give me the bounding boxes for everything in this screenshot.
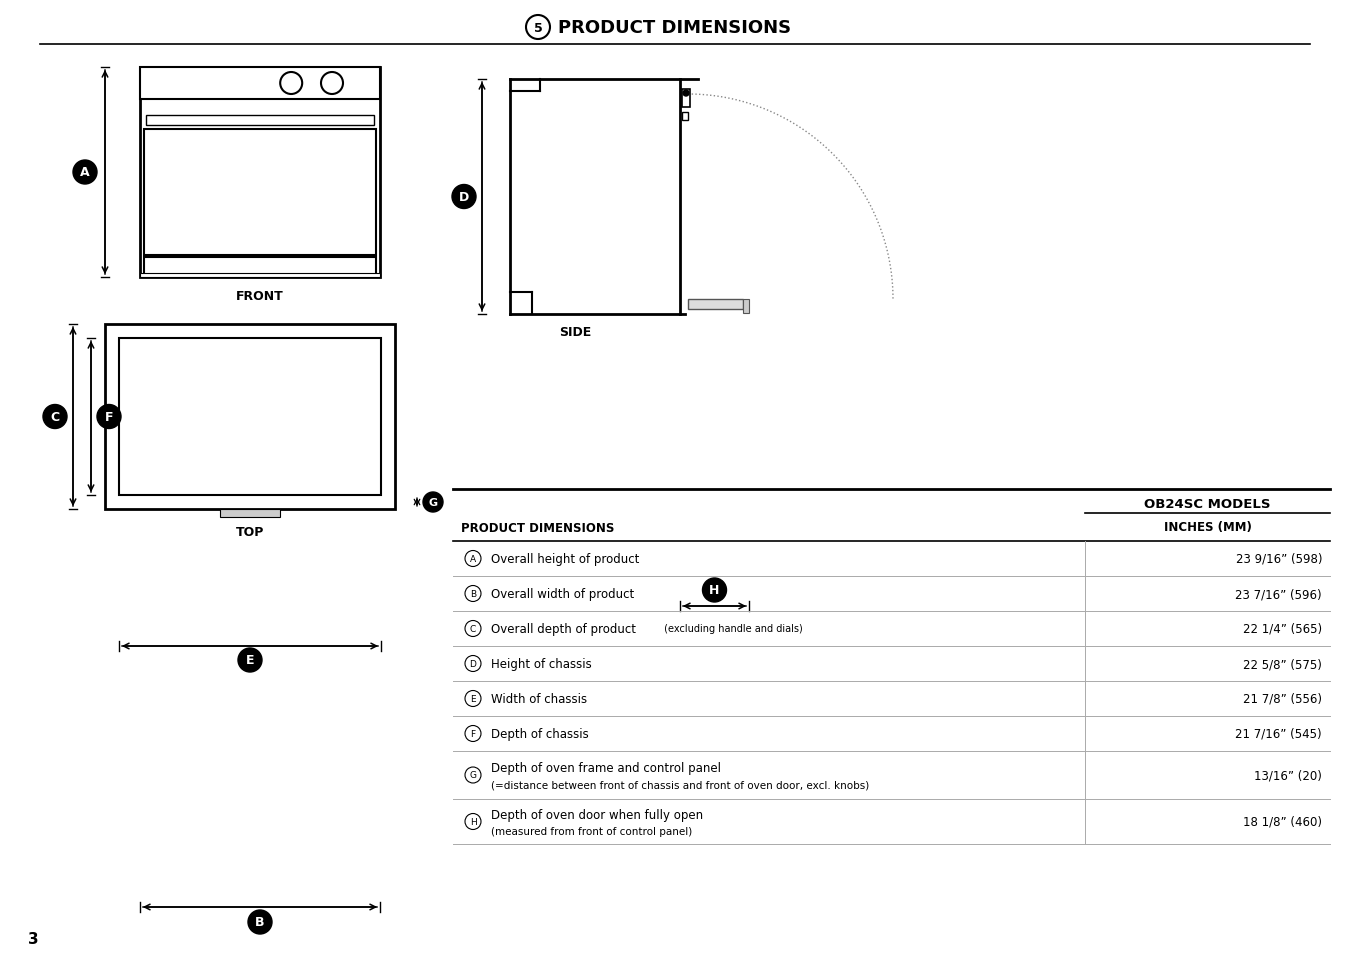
Text: 21 7/16” (545): 21 7/16” (545) (1235, 727, 1322, 740)
Text: A: A (470, 555, 477, 563)
Text: 3: 3 (28, 931, 39, 946)
Bar (146, 116, 374, 126)
Text: TOP: TOP (236, 525, 265, 537)
Bar (688, 299, 742, 310)
Circle shape (423, 493, 443, 513)
Bar (140, 68, 379, 277)
Text: C: C (50, 411, 59, 423)
Text: 22 5/8” (575): 22 5/8” (575) (1243, 658, 1322, 670)
Text: Depth of oven frame and control panel: Depth of oven frame and control panel (491, 761, 721, 775)
Text: G: G (470, 771, 477, 780)
Text: D: D (459, 191, 470, 204)
Text: Overall depth of product: Overall depth of product (491, 622, 636, 636)
Text: Overall height of product: Overall height of product (491, 553, 640, 565)
Text: Width of chassis: Width of chassis (491, 692, 587, 705)
Bar (220, 510, 279, 517)
Text: Depth of oven door when fully open: Depth of oven door when fully open (491, 808, 703, 821)
Text: E: E (470, 695, 475, 703)
Text: E: E (246, 654, 254, 667)
Text: 18 1/8” (460): 18 1/8” (460) (1243, 815, 1322, 828)
Bar (144, 257, 377, 275)
Bar (144, 130, 377, 255)
Text: B: B (470, 589, 477, 598)
Bar (105, 325, 396, 510)
Bar (682, 90, 690, 108)
Bar (119, 338, 381, 496)
Text: 23 7/16” (596): 23 7/16” (596) (1235, 587, 1322, 600)
Text: OB24SC MODELS: OB24SC MODELS (1145, 498, 1270, 511)
Text: Height of chassis: Height of chassis (491, 658, 591, 670)
Text: A: A (80, 167, 90, 179)
Text: FRONT: FRONT (236, 289, 284, 302)
Text: (measured from front of control panel): (measured from front of control panel) (491, 826, 693, 837)
Bar (140, 274, 379, 277)
Text: D: D (470, 659, 477, 668)
Circle shape (452, 185, 477, 210)
Bar (140, 68, 379, 100)
Circle shape (683, 91, 688, 97)
Text: G: G (428, 497, 437, 507)
Circle shape (73, 161, 97, 185)
Text: H: H (709, 584, 720, 597)
Text: (excluding handle and dials): (excluding handle and dials) (662, 624, 803, 634)
Text: 21 7/8” (556): 21 7/8” (556) (1243, 692, 1322, 705)
Text: 13/16” (20): 13/16” (20) (1254, 769, 1322, 781)
Circle shape (248, 910, 271, 934)
Text: 22 1/4” (565): 22 1/4” (565) (1243, 622, 1322, 636)
Text: 23 9/16” (598): 23 9/16” (598) (1235, 553, 1322, 565)
Circle shape (702, 578, 726, 602)
Text: SIDE: SIDE (559, 326, 591, 339)
Bar (682, 112, 688, 121)
Text: H: H (470, 817, 477, 826)
Text: PRODUCT DIMENSIONS: PRODUCT DIMENSIONS (460, 521, 614, 534)
Text: 5: 5 (533, 22, 543, 34)
Circle shape (43, 405, 68, 429)
Text: INCHES (MM): INCHES (MM) (1164, 521, 1251, 534)
Text: B: B (255, 916, 265, 928)
Bar (743, 299, 749, 314)
Text: PRODUCT DIMENSIONS: PRODUCT DIMENSIONS (558, 19, 791, 37)
Text: Depth of chassis: Depth of chassis (491, 727, 589, 740)
Text: C: C (470, 624, 477, 634)
Text: Overall width of product: Overall width of product (491, 587, 634, 600)
Text: F: F (105, 411, 113, 423)
Text: (=distance between front of chassis and front of oven door, excl. knobs): (=distance between front of chassis and … (491, 781, 869, 790)
Circle shape (97, 405, 122, 429)
Circle shape (238, 648, 262, 672)
Text: F: F (470, 729, 475, 739)
